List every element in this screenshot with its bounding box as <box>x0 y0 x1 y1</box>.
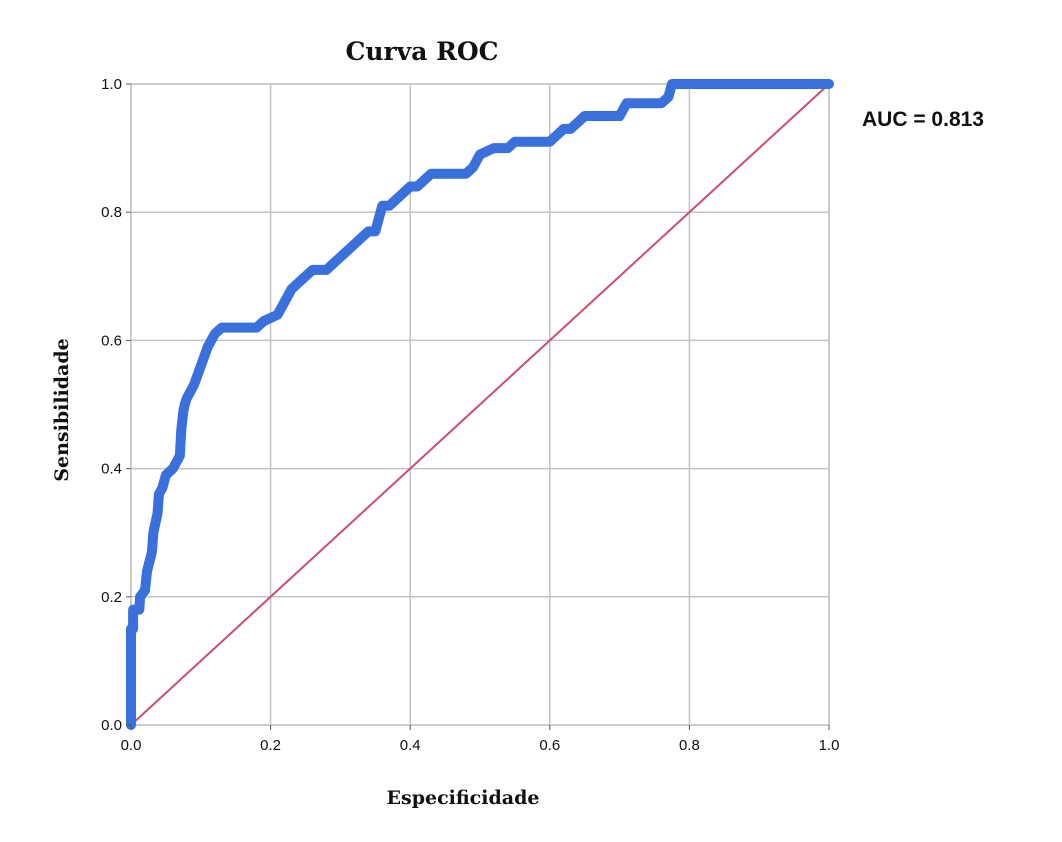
y-tick-label: 0.0 <box>101 717 122 734</box>
chart-title: Curva ROC <box>345 37 498 66</box>
plot-frame <box>130 83 830 726</box>
y-axis-ticks: 0.0 0.2 0.4 0.6 0.8 1.0 <box>101 76 131 734</box>
y-axis-label: Sensibilidade <box>51 338 73 481</box>
auc-annotation: AUC = 0.813 <box>862 108 984 131</box>
x-axis-label: Especificidade <box>387 787 540 809</box>
x-tick-label: 0.8 <box>679 737 700 754</box>
y-tick-label: 0.2 <box>101 589 122 606</box>
x-tick-label: 1.0 <box>819 737 840 754</box>
roc-curve-line <box>126 79 834 730</box>
x-tick-label: 0.4 <box>400 737 421 754</box>
y-tick-label: 0.6 <box>101 332 122 349</box>
y-tick-label: 0.4 <box>101 461 122 478</box>
y-tick-label: 0.8 <box>101 204 122 221</box>
x-tick-label: 0.2 <box>260 737 281 754</box>
series-layer <box>126 79 834 730</box>
y-tick-label: 1.0 <box>101 76 122 93</box>
reference-diagonal-line <box>130 83 830 726</box>
x-tick-label: 0.0 <box>121 737 142 754</box>
x-tick-label: 0.6 <box>539 737 560 754</box>
x-axis-ticks: 0.0 0.2 0.4 0.6 0.8 1.0 <box>121 725 840 754</box>
